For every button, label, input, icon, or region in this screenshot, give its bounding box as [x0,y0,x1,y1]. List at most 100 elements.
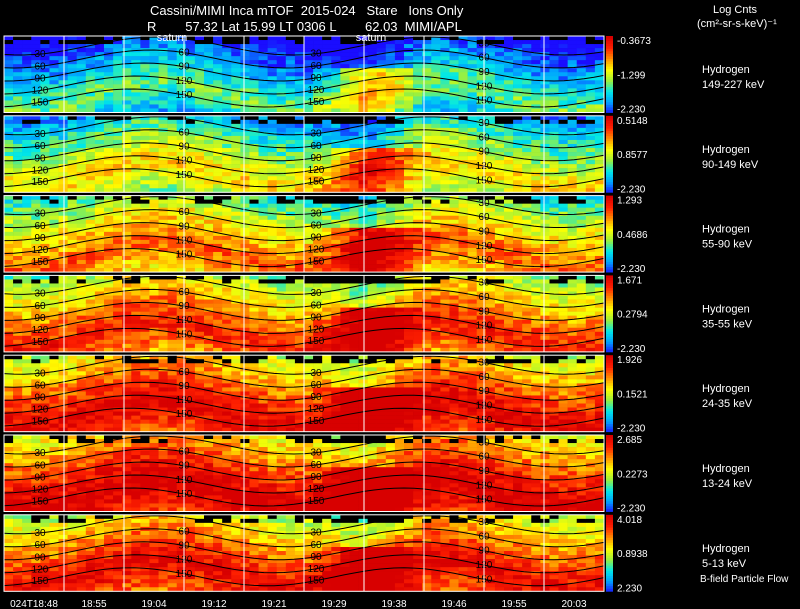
heatmap-cell [558,235,568,241]
heatmap-cell [258,148,268,153]
heatmap-cell [31,96,41,101]
heatmap-cell [458,115,468,121]
heatmap-cell [585,264,596,269]
heatmap-cell [394,56,405,61]
heatmap-cell [504,84,514,89]
heatmap-cell [204,295,214,300]
heatmap-cell [594,195,605,200]
heatmap-cell [467,247,478,253]
heatmap-cell [385,135,396,141]
heatmap-cell [367,227,378,233]
heatmap-cell [449,299,459,304]
heatmap-cell [58,291,68,296]
heatmap-cell [313,264,323,269]
heatmap-cell [322,176,332,181]
heatmap-cell [49,311,59,316]
heatmap-cell [322,315,332,320]
colorbar-mid-label: 0.4686 [617,230,648,241]
heatmap-cell [67,96,78,101]
heatmap-cell [213,36,223,41]
heatmap-cell [31,264,41,269]
heatmap-cell [213,319,223,325]
heatmap-cell [413,295,423,300]
heatmap-cell [367,176,378,181]
heatmap-cell [367,48,378,53]
heatmap-cell [113,56,123,61]
heatmap-cell [431,68,441,73]
chart-subtitle: R 57.32 Lat 15.99 LT 0306 L 62.03 MIMI/A… [147,19,462,34]
heatmap-cell [22,156,32,161]
heatmap-cell [104,184,114,189]
heatmap-cell [340,188,350,193]
heatmap-cell [22,52,32,57]
heatmap-cell [404,168,414,173]
heatmap-cell [185,335,196,341]
heatmap-cell [313,44,323,49]
heatmap-cell [276,76,287,81]
heatmap-cell [522,223,532,229]
heatmap-cell [104,76,114,81]
heatmap-cell [467,131,478,137]
heatmap-cell [576,172,587,177]
heatmap-cell [122,287,132,292]
heatmap-cell [594,108,605,113]
heatmap-cell [67,307,78,312]
heatmap-cell [285,235,296,241]
heatmap-cell [349,268,359,273]
heatmap-cell [422,227,432,233]
heatmap-cell [222,231,232,237]
heatmap-cell [94,247,105,253]
heatmap-cell [494,188,505,193]
heatmap-cell [22,40,32,45]
heatmap-cell [322,264,332,269]
heatmap-cell [258,52,268,57]
heatmap-cell [513,180,523,185]
heatmap-cell [358,268,368,273]
colorbar-mid-label: -1.299 [617,70,646,81]
heatmap-cell [22,347,32,353]
heatmap-cell [185,131,196,137]
heatmap-cell [231,172,241,177]
heatmap-cell [149,260,159,265]
heatmap-cell [422,152,432,157]
heatmap-cell [313,56,323,61]
heatmap-cell [485,327,496,333]
heatmap-cell [458,52,468,57]
heatmap-cell [131,227,141,233]
heatmap-cell [531,76,541,81]
heatmap-cell [504,80,514,85]
heatmap-cell [49,319,59,325]
heatmap-cell [558,68,568,73]
heatmap-cell [185,40,196,45]
heatmap-cell [304,199,314,204]
heatmap-cell [94,199,105,204]
heatmap-cell [522,188,532,193]
heatmap-cell [131,219,141,225]
heatmap-cell [185,327,196,333]
heatmap-cell [494,40,505,45]
heatmap-cell [249,143,259,149]
heatmap-cell [440,215,450,221]
heatmap-cell [249,180,259,185]
heatmap-cell [13,195,23,200]
heatmap-cell [304,139,314,145]
heatmap-cell [22,184,32,189]
heatmap-cell [285,339,296,345]
heatmap-cell [13,243,23,249]
heatmap-cell [113,315,123,320]
heatmap-cell [340,36,350,41]
heatmap-cell [385,343,396,349]
heatmap-cell [285,108,296,113]
colorbar-max-label: 1.293 [617,196,642,207]
heatmap-cell [67,164,78,169]
heatmap-cell [458,88,468,93]
colorbar-segment [606,236,613,240]
heatmap-cell [358,48,368,53]
heatmap-cell [594,56,605,61]
heatmap-cell [594,231,605,237]
heatmap-cell [240,311,250,316]
heatmap-cell [167,331,178,337]
heatmap-cell [567,176,578,181]
heatmap-cell [567,268,578,273]
heatmap-cell [294,68,305,73]
